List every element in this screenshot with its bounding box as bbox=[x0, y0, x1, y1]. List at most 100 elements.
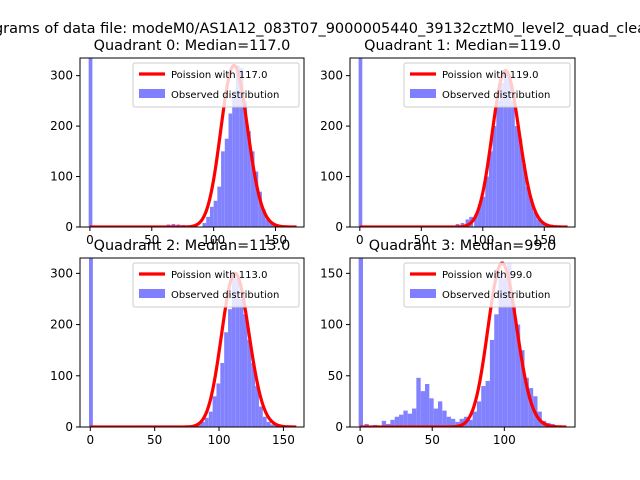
legend-hist-swatch bbox=[139, 289, 165, 298]
histogram-bar bbox=[446, 416, 451, 427]
legend-box bbox=[403, 62, 571, 108]
histogram-bar bbox=[503, 70, 508, 227]
y-tick-label: 0 bbox=[65, 220, 73, 234]
histogram-bar bbox=[489, 339, 495, 427]
histogram-bar bbox=[511, 304, 516, 427]
y-tick-label: 200 bbox=[50, 318, 73, 332]
legend-hist-swatch bbox=[410, 89, 436, 98]
histogram-bar bbox=[89, 258, 93, 427]
y-tick-label: 0 bbox=[335, 220, 343, 234]
x-tick-label: 50 bbox=[414, 233, 429, 247]
histogram-bar bbox=[433, 408, 438, 427]
axes-frame bbox=[349, 57, 576, 228]
histogram-bar bbox=[239, 68, 244, 227]
histogram-bar bbox=[412, 408, 417, 427]
y-tick-label: 0 bbox=[335, 420, 343, 434]
y-tick-label: 150 bbox=[320, 266, 343, 280]
histogram-bar bbox=[254, 171, 259, 227]
plot-area bbox=[89, 258, 297, 427]
histogram-bar bbox=[511, 100, 515, 227]
panels: 0 50 100 150 0 100 200 300 Quadrant 0: Median=11… bbox=[50, 38, 576, 447]
y-tick-label: 200 bbox=[50, 119, 73, 133]
histogram-bar bbox=[524, 377, 529, 427]
histogram-bar bbox=[520, 350, 525, 427]
histogram-bar bbox=[381, 420, 387, 427]
histogram-bar bbox=[481, 196, 486, 227]
histogram-bar bbox=[206, 216, 210, 227]
y-tick-label: 300 bbox=[320, 69, 343, 83]
panel-title: Quadrant 1: Median=119.0 bbox=[364, 38, 561, 54]
histogram-bar bbox=[262, 416, 267, 427]
histogram-bar bbox=[235, 278, 240, 427]
histogram-bar bbox=[533, 211, 537, 227]
plot-area bbox=[88, 58, 297, 227]
y-tick-label: 50 bbox=[328, 369, 343, 383]
histogram-bar bbox=[394, 416, 400, 427]
histogram-bar bbox=[407, 413, 413, 427]
histogram-bar bbox=[492, 126, 497, 227]
legend: Poission with 113.0 Observed distribution bbox=[132, 262, 300, 308]
histogram-bar bbox=[270, 424, 275, 427]
histogram-bar bbox=[450, 418, 456, 427]
histogram-bar bbox=[455, 421, 460, 427]
panel-title: Quadrant 2: Median=113.0 bbox=[94, 238, 291, 254]
legend-fit-label: Poission with 99.0 bbox=[442, 270, 532, 281]
panel-title: Quadrant 3: Median=99.0 bbox=[369, 238, 557, 254]
histogram-bar bbox=[477, 204, 482, 227]
histogram-bar bbox=[390, 419, 395, 427]
panel-title: Quadrant 0: Median=117.0 bbox=[94, 38, 291, 54]
y-tick-label: 300 bbox=[50, 69, 73, 83]
histogram-bar bbox=[201, 421, 205, 427]
histogram-bar bbox=[425, 383, 430, 427]
y-tick-label: 100 bbox=[320, 170, 343, 184]
histogram-bar bbox=[261, 209, 266, 227]
histogram-bar bbox=[507, 263, 512, 427]
histogram-bar bbox=[522, 163, 526, 227]
histogram-bar bbox=[209, 206, 214, 227]
histogram-bar bbox=[358, 58, 363, 227]
histogram-bar bbox=[488, 151, 493, 227]
x-tick-label: 0 bbox=[356, 433, 364, 447]
histogram-bar bbox=[518, 138, 523, 227]
legend: Poission with 119.0 Observed distribution bbox=[403, 62, 571, 108]
histogram-bar bbox=[88, 58, 93, 227]
histogram-bar bbox=[358, 258, 363, 427]
x-tick-label: 150 bbox=[533, 233, 556, 247]
poisson-fit-line bbox=[359, 69, 568, 227]
histogram-bar bbox=[429, 398, 434, 427]
x-tick-label: 50 bbox=[144, 233, 159, 247]
histogram-bar bbox=[232, 90, 236, 227]
histogram-bar bbox=[403, 410, 408, 427]
histogram-bar bbox=[266, 421, 271, 427]
legend: Poission with 117.0 Observed distribution bbox=[132, 62, 300, 108]
x-tick-label: 0 bbox=[86, 233, 94, 247]
panel-quadrant-0: 0 50 100 150 0 100 200 300 Quadrant 0: Median=11… bbox=[50, 38, 305, 247]
histogram-bar bbox=[474, 214, 478, 227]
histogram-bar bbox=[212, 396, 217, 427]
legend-box bbox=[403, 262, 571, 308]
y-tick-label: 100 bbox=[50, 369, 73, 383]
histogram-bar bbox=[485, 380, 490, 427]
panel-quadrant-1: 0 50 100 150 0 100 200 300 Quadrant 1: Median=11… bbox=[320, 38, 576, 247]
histogram-bar bbox=[213, 200, 218, 227]
histogram-bar bbox=[243, 314, 248, 427]
histogram-bar bbox=[485, 176, 489, 227]
x-tick-label: 0 bbox=[356, 233, 364, 247]
histogram-bar bbox=[515, 324, 521, 427]
histogram-bar bbox=[476, 401, 482, 427]
x-tick-label: 150 bbox=[272, 433, 295, 447]
legend-box bbox=[132, 262, 300, 308]
histogram-bar bbox=[250, 151, 255, 227]
legend-hist-label: Observed distribution bbox=[171, 290, 279, 301]
histogram-bar bbox=[399, 414, 404, 427]
histogram-bar bbox=[416, 377, 421, 427]
histogram-bar bbox=[437, 401, 443, 427]
histogram-bar bbox=[258, 191, 262, 227]
histogram-bar bbox=[529, 199, 534, 227]
histogram-bar bbox=[258, 406, 263, 427]
histogram-bar bbox=[239, 298, 244, 427]
legend-box bbox=[132, 62, 300, 108]
axes-frame bbox=[79, 257, 305, 428]
histogram-bar bbox=[502, 278, 508, 427]
